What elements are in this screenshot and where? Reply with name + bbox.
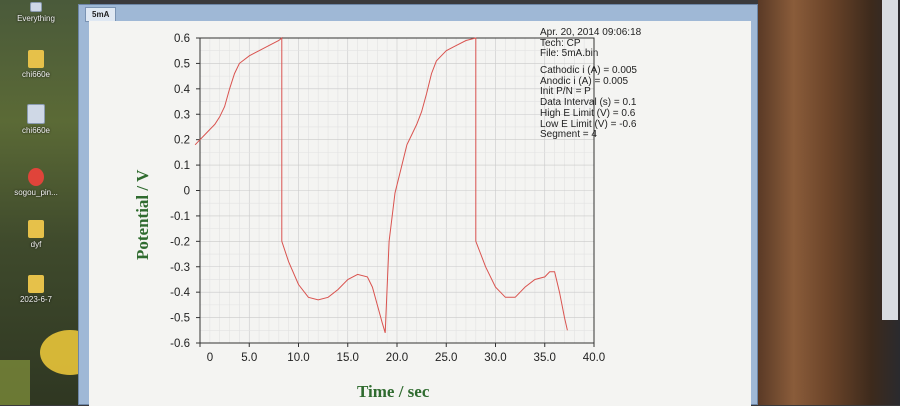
x-axis-label: Time / sec [357,382,430,401]
experiment-info-panel: Apr. 20, 2014 09:06:18 Tech: CP File: 5m… [540,27,642,141]
y-tick-label: -0.6 [170,338,190,350]
desktop-icon-label: chi660e [21,126,51,135]
desktop-icon-2023-6-7[interactable]: 2023-6-7 [0,275,72,305]
plot-canvas [89,21,751,406]
desktop-icon-label: Everything [17,14,55,23]
info-high-e: High E Limit (V) = 0.6 [540,107,636,119]
info-segment: Segment = 4 [540,129,597,141]
x-tick-label: 25.0 [435,352,457,364]
desktop-icon-chi660e-folder[interactable]: chi660e [0,50,72,80]
desktop-icon-label: 2023-6-7 [19,295,53,304]
y-tick-label: -0.4 [170,287,190,299]
sogou-icon [28,168,44,186]
x-tick-label: 40.0 [583,352,605,364]
y-tick-label: -0.1 [170,211,190,223]
desktop-icon-sogou[interactable]: sogou_pin... [0,168,72,198]
desktop-icon-label: dyf [30,240,42,249]
info-init-pn: Init P/N = P [540,86,591,98]
chi-app-window: 5mA [78,4,758,406]
y-axis-label: Potential / V [133,169,152,260]
x-tick-label: 35.0 [534,352,556,364]
y-tick-label: -0.2 [170,236,190,248]
info-date: Apr. 20, 2014 09:06:18 [540,27,642,38]
x-tick-label: 20.0 [386,352,408,364]
info-low-e: Low E Limit (V) = -0.6 [540,118,637,130]
everything-icon [30,2,42,12]
desktop-icon-dyf[interactable]: dyf [0,220,72,250]
info-data-interval: Data Interval (s) = 0.1 [540,97,637,109]
y-tick-label: 0.2 [174,135,190,147]
series-line [194,36,568,333]
axis-ticks: 0 5.0 10.0 15.0 20.0 25.0 30.0 35.0 40.0 0.6 0.5 0.… [170,33,605,364]
folder-icon [28,50,44,68]
x-tick-label: 0 [207,352,213,364]
y-tick-label: 0.6 [174,33,190,45]
y-tick-label: 0.4 [174,84,191,96]
desktop-icon-chi660e-app[interactable]: chi660e [0,104,72,136]
info-cathodic: Cathodic i (A) = 0.005 [540,65,637,77]
info-file: File: 5mA.bin [540,48,599,60]
y-tick-label: 0.3 [174,109,190,121]
desktop-icon-label: sogou_pin... [14,188,58,197]
desktop-icon-label: chi660e [21,70,51,79]
x-tick-label: 30.0 [484,352,506,364]
y-tick-label: 0.5 [174,58,190,70]
info-anodic: Anodic i (A) = 0.005 [540,75,629,87]
y-tick-label: -0.5 [170,313,190,325]
folder-icon [28,275,44,293]
chart-grid [199,37,595,344]
folder-icon [28,220,44,238]
x-tick-label: 15.0 [337,352,359,364]
desktop-icon-everything[interactable]: Everything [0,2,72,24]
info-tech: Tech: CP [540,37,581,49]
y-tick-label: 0 [184,186,190,198]
x-tick-label: 5.0 [241,352,257,364]
x-tick-label: 10.0 [287,352,309,364]
y-tick-label: 0.1 [174,160,190,172]
background-photo [758,0,900,405]
app-shortcut-icon [27,104,45,124]
y-tick-label: -0.3 [170,262,190,274]
